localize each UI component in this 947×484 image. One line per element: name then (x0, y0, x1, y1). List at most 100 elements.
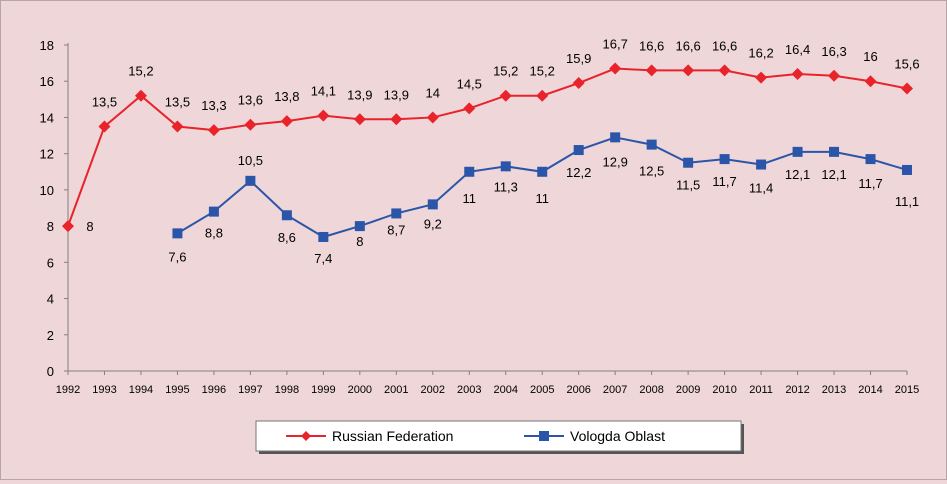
data-point-russian-federation (609, 62, 622, 75)
y-tick-label: 0 (47, 364, 54, 379)
legend-label-russian-federation: Russian Federation (332, 428, 453, 444)
x-tick-label: 2008 (639, 384, 663, 396)
series-layer: 8 13,5 15,2 13,5 13,3 13,6 13,8 14,1 13,9 13,9 14 1… (62, 37, 920, 266)
data-label-russian-federation: 15,6 (894, 56, 919, 71)
data-point-russian-federation (390, 113, 403, 126)
data-label-russian-federation: 13,5 (92, 95, 117, 110)
data-label-russian-federation: 16,6 (639, 38, 664, 53)
data-label-vologda-oblast: 8,8 (205, 226, 223, 241)
data-point-vologda-oblast (464, 166, 475, 177)
y-tick-label: 16 (40, 74, 54, 89)
data-label-vologda-oblast: 8,7 (387, 222, 405, 237)
legend-marker-russian-federation (301, 431, 311, 441)
data-point-vologda-oblast (281, 210, 292, 221)
data-label-russian-federation: 14 (426, 85, 440, 100)
data-label-vologda-oblast: 8,6 (278, 230, 296, 245)
data-label-vologda-oblast: 11,4 (749, 181, 773, 196)
data-label-vologda-oblast: 11 (463, 191, 477, 206)
x-tick-label: 1993 (92, 384, 116, 396)
data-point-russian-federation (244, 118, 257, 131)
data-point-vologda-oblast (537, 166, 548, 177)
x-tick-label: 2006 (566, 384, 590, 396)
data-point-russian-federation (353, 113, 366, 126)
x-tick-label: 2013 (822, 384, 846, 396)
data-point-russian-federation (572, 77, 585, 90)
data-label-russian-federation: 13,9 (347, 87, 372, 102)
data-point-russian-federation (755, 71, 768, 84)
x-tick-label: 2011 (749, 384, 773, 396)
data-point-russian-federation (280, 115, 293, 128)
data-point-russian-federation (864, 75, 877, 88)
legend-entry-vologda-oblast: Vologda Oblast (524, 428, 665, 444)
data-label-vologda-oblast: 11,7 (858, 176, 882, 191)
data-point-vologda-oblast (683, 157, 694, 168)
data-label-russian-federation: 13,3 (201, 98, 226, 113)
data-label-vologda-oblast: 11,3 (494, 179, 518, 194)
data-label-russian-federation: 14,5 (457, 76, 482, 91)
data-label-russian-federation: 16,7 (603, 37, 628, 52)
data-label-vologda-oblast: 12,2 (566, 165, 591, 180)
x-tick-label: 2009 (676, 384, 700, 396)
data-label-vologda-oblast: 11,1 (895, 194, 919, 209)
data-point-vologda-oblast (172, 228, 183, 239)
data-label-russian-federation: 16,6 (675, 38, 700, 53)
x-tick-label: 2012 (785, 384, 809, 396)
data-point-vologda-oblast (245, 175, 256, 186)
x-tick-label: 2004 (493, 384, 517, 396)
data-label-russian-federation: 13,8 (274, 89, 299, 104)
y-tick-label: 4 (47, 292, 54, 307)
series-line-russian-federation (67, 67, 908, 227)
data-point-vologda-oblast (646, 139, 657, 150)
x-tick-label: 1992 (56, 384, 80, 396)
x-tick-label: 2001 (384, 384, 408, 396)
data-label-vologda-oblast: 12,1 (821, 167, 846, 182)
data-point-vologda-oblast (208, 206, 219, 217)
data-point-russian-federation (682, 64, 695, 77)
data-label-vologda-oblast: 9,2 (424, 216, 442, 231)
data-label-vologda-oblast: 10,5 (238, 153, 263, 168)
legend-box (255, 420, 742, 452)
data-label-russian-federation: 15,2 (128, 64, 153, 79)
data-point-vologda-oblast (610, 132, 621, 143)
data-label-russian-federation: 16,4 (785, 42, 810, 57)
data-point-russian-federation (536, 89, 549, 102)
x-tick-label: 1994 (129, 384, 153, 396)
x-tick-label: 2007 (603, 384, 627, 396)
data-point-russian-federation (791, 67, 804, 80)
data-point-vologda-oblast (756, 159, 767, 170)
data-label-vologda-oblast: 11,5 (676, 178, 700, 193)
data-label-vologda-oblast: 11,7 (712, 174, 736, 189)
data-point-vologda-oblast (391, 208, 402, 219)
legend-marker-vologda-oblast (539, 431, 549, 441)
data-point-russian-federation (317, 109, 330, 122)
data-label-russian-federation: 13,5 (165, 95, 190, 110)
axes: 0 2 4 6 8 10 12 14 16 18 1992 1993 1994 1995 1996 1997 1… (40, 38, 920, 396)
x-tick-label: 2010 (712, 384, 736, 396)
legend-entry-russian-federation: Russian Federation (286, 428, 453, 444)
x-tick-label: 2002 (421, 384, 445, 396)
data-label-vologda-oblast: 8 (356, 234, 363, 249)
y-tick-label: 12 (40, 147, 54, 162)
x-tick-label: 2015 (895, 384, 919, 396)
x-tick-label: 1996 (202, 384, 226, 396)
data-point-russian-federation (718, 64, 731, 77)
data-point-vologda-oblast (573, 145, 584, 156)
y-tick-label: 14 (40, 110, 54, 125)
data-label-russian-federation: 16,2 (748, 46, 773, 61)
data-point-vologda-oblast (865, 154, 876, 165)
x-tick-label: 2014 (858, 384, 882, 396)
data-point-russian-federation (134, 89, 147, 102)
data-point-russian-federation (645, 64, 658, 77)
series-russian-federation: 8 13,5 15,2 13,5 13,3 13,6 13,8 14,1 13,9 13,9 14 1… (62, 37, 920, 234)
data-label-russian-federation: 16,6 (712, 38, 737, 53)
y-tick-label: 18 (40, 38, 54, 53)
data-point-vologda-oblast (902, 164, 912, 175)
y-tick-label: 10 (40, 183, 54, 198)
x-tick-label: 2005 (530, 384, 554, 396)
data-point-russian-federation (207, 124, 220, 137)
x-tick-label: 2003 (457, 384, 481, 396)
data-point-russian-federation (499, 89, 512, 102)
legend: Russian Federation Vologda Oblast (255, 420, 744, 454)
